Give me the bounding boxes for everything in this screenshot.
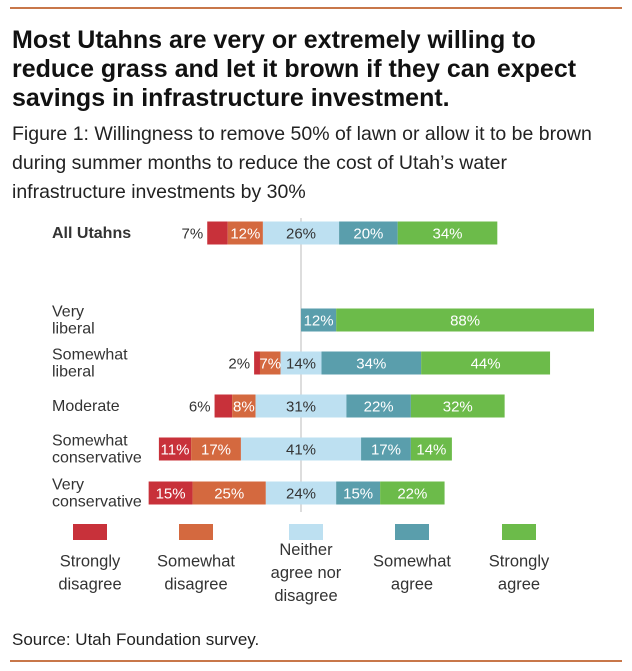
chart-title: Most Utahns are very or extremely willin… <box>12 26 577 112</box>
bar-segment <box>321 351 422 375</box>
bar-segment <box>361 437 411 461</box>
bar-segment <box>339 221 398 245</box>
bar-segment <box>192 481 266 505</box>
category-label: Very conservative <box>52 477 142 511</box>
legend-swatch <box>289 524 323 540</box>
bar-segment <box>336 308 594 332</box>
source-note: Source: Utah Foundation survey. <box>12 630 260 649</box>
data-label: 34% <box>432 226 462 243</box>
bar-segment <box>262 221 340 245</box>
data-label: 17% <box>371 442 401 459</box>
legend-swatch <box>502 524 536 540</box>
data-label: 25% <box>214 486 244 503</box>
data-label: 34% <box>356 356 386 373</box>
data-label: 12% <box>304 313 334 330</box>
legend-label: Somewhat disagree <box>157 553 235 594</box>
bar-segment <box>158 437 192 461</box>
bar-segment <box>380 481 445 505</box>
bar-segment <box>301 308 337 332</box>
bar-segment <box>265 481 337 505</box>
data-label: 22% <box>364 399 394 416</box>
data-label: 88% <box>450 313 480 330</box>
bar-segment <box>227 221 263 245</box>
bar-segment <box>280 351 322 375</box>
legend-label: Strongly agree <box>489 553 550 594</box>
data-label: 17% <box>201 442 231 459</box>
data-label: 2% <box>228 356 250 373</box>
data-label: 14% <box>416 442 446 459</box>
chart-subtitle: Figure 1: Willingness to remove 50% of l… <box>12 123 592 203</box>
bar-segment <box>232 394 256 418</box>
category-label: Somewhat liberal <box>52 347 128 381</box>
bottom-rule <box>10 660 622 662</box>
data-label: 44% <box>471 356 501 373</box>
bar-segment <box>207 221 228 245</box>
data-label: 6% <box>189 399 211 416</box>
data-label: 12% <box>230 226 260 243</box>
data-label: 20% <box>353 226 383 243</box>
bar-segment <box>259 351 281 375</box>
bar-segment <box>410 394 505 418</box>
data-label: 14% <box>286 356 316 373</box>
bar-segment <box>148 481 193 505</box>
bar-segment <box>410 437 452 461</box>
bar-segment <box>336 481 381 505</box>
bar-segment <box>421 351 551 375</box>
legend-label: Somewhat agree <box>373 553 451 594</box>
legend-label: Strongly disagree <box>58 553 121 594</box>
legend-swatch <box>179 524 213 540</box>
data-label: 15% <box>343 486 373 503</box>
bar-segment <box>214 394 233 418</box>
data-label: 11% <box>161 442 190 459</box>
data-label: 7% <box>182 226 204 243</box>
data-label: 26% <box>286 226 316 243</box>
bar-segment <box>191 437 241 461</box>
data-label: 41% <box>286 442 316 459</box>
bar-segment <box>240 437 362 461</box>
bar-segment <box>255 394 347 418</box>
data-label: 32% <box>443 399 473 416</box>
top-rule <box>10 7 622 9</box>
legend-label: Neither agree nor disagree <box>271 541 342 605</box>
data-label: 7% <box>259 356 281 373</box>
data-label: 8% <box>233 399 255 416</box>
category-label: Moderate <box>52 398 120 415</box>
bar-segment <box>346 394 411 418</box>
data-label: 22% <box>397 486 427 503</box>
category-label: Very liberal <box>52 304 95 338</box>
bar-segment <box>254 351 260 375</box>
legend-swatch <box>73 524 107 540</box>
bar-segment <box>397 221 498 245</box>
category-label: Somewhat conservative <box>52 433 142 467</box>
data-label: 31% <box>286 399 316 416</box>
data-label: 24% <box>286 486 316 503</box>
category-label: All Utahns <box>52 225 131 242</box>
legend-swatch <box>395 524 429 540</box>
data-label: 15% <box>156 486 186 503</box>
